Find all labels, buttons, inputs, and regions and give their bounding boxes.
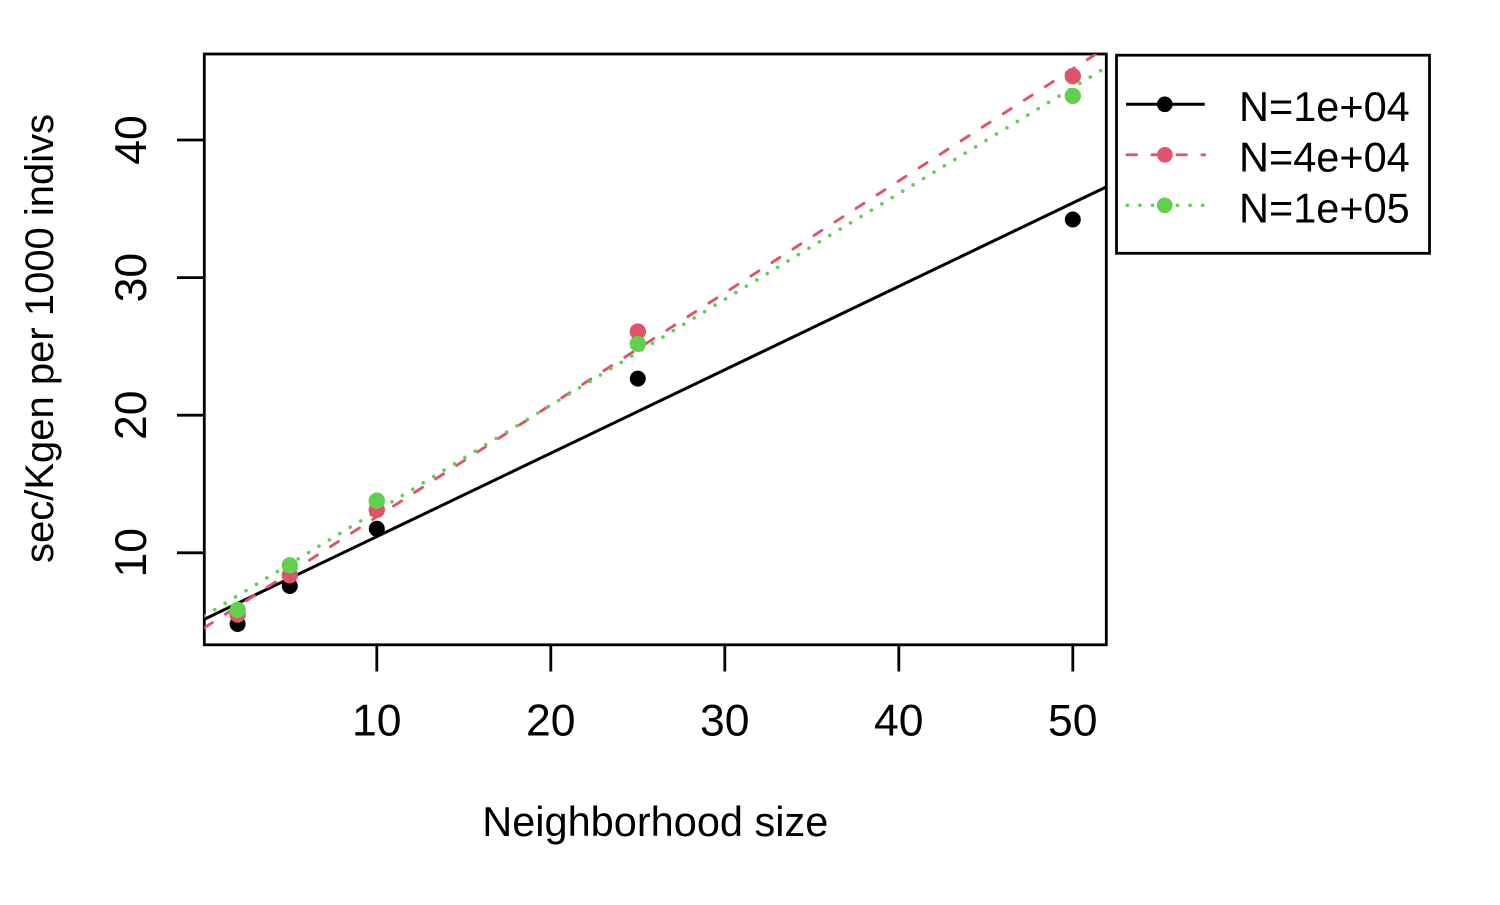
svg-text:N=1e+04: N=1e+04 xyxy=(1239,83,1410,130)
svg-text:N=4e+04: N=4e+04 xyxy=(1239,134,1410,181)
svg-text:N=1e+05: N=1e+05 xyxy=(1239,184,1410,231)
svg-text:Neighborhood size: Neighborhood size xyxy=(482,798,828,845)
svg-text:50: 50 xyxy=(1048,697,1098,746)
svg-text:10: 10 xyxy=(352,697,402,746)
svg-text:10: 10 xyxy=(107,528,156,578)
svg-text:30: 30 xyxy=(700,697,750,746)
svg-text:20: 20 xyxy=(107,390,156,440)
svg-text:20: 20 xyxy=(526,697,576,746)
svg-text:30: 30 xyxy=(107,253,156,303)
svg-text:40: 40 xyxy=(107,115,156,165)
svg-text:40: 40 xyxy=(874,697,924,746)
svg-text:sec/Kgen per 1000 indivs: sec/Kgen per 1000 indivs xyxy=(18,114,62,563)
